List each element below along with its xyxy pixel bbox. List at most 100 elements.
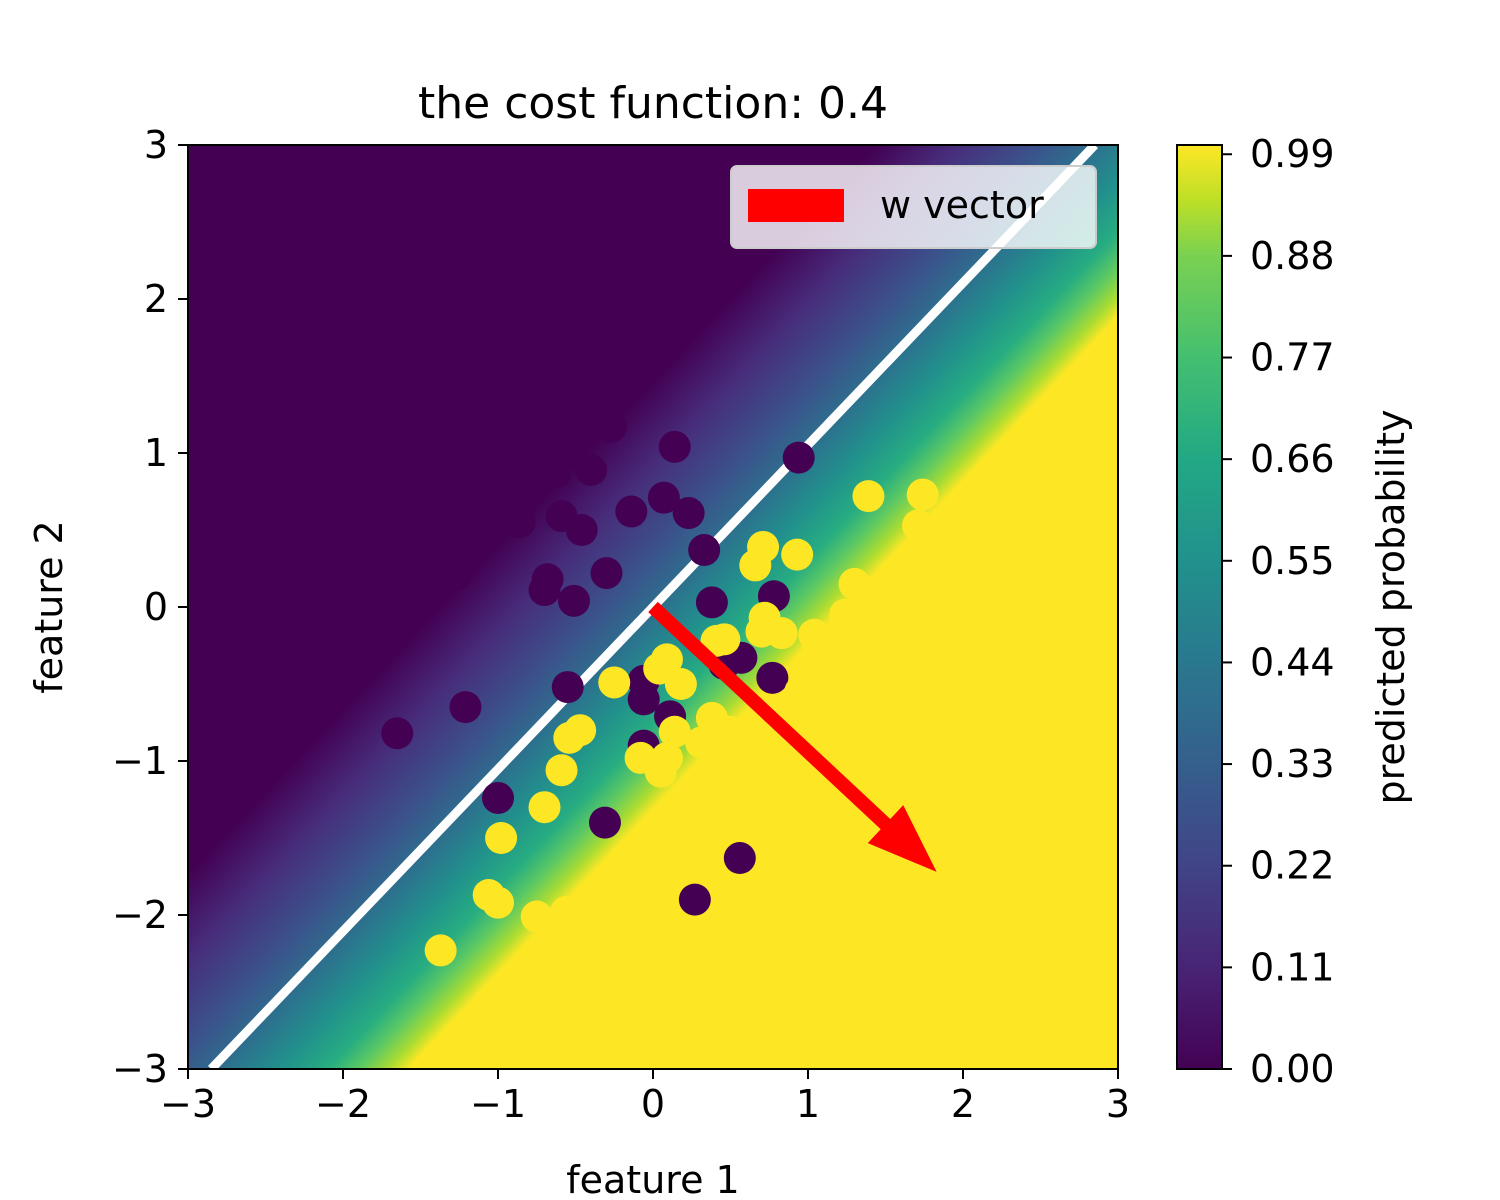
data-point-class-1 xyxy=(849,657,882,690)
data-point-class-1 xyxy=(485,822,518,854)
x-tick-label: 0 xyxy=(641,1082,665,1126)
data-point-class-0 xyxy=(381,717,414,750)
data-point-class-0 xyxy=(627,683,660,716)
colorbar-tick-label: 0.66 xyxy=(1250,437,1335,481)
data-point-class-0 xyxy=(678,883,711,916)
data-point-class-1 xyxy=(553,721,586,754)
x-tick-label: 1 xyxy=(796,1082,820,1126)
colorbar-tick-label: 0.99 xyxy=(1250,132,1335,176)
data-point-class-0 xyxy=(449,691,482,724)
data-point-class-0 xyxy=(482,781,514,814)
data-point-class-0 xyxy=(539,457,572,490)
data-point-class-1 xyxy=(700,624,733,657)
data-point-class-1 xyxy=(852,480,885,513)
data-point-class-1 xyxy=(712,715,745,748)
colorbar-tick-label: 0.88 xyxy=(1250,234,1335,278)
data-point-class-1 xyxy=(902,509,935,542)
data-point-class-0 xyxy=(672,497,705,530)
data-point-class-0 xyxy=(756,661,789,694)
y-axis-label: feature 2 xyxy=(27,520,71,693)
x-tick-label: 3 xyxy=(1106,1082,1130,1126)
data-point-class-1 xyxy=(964,550,997,583)
legend-label-w-vector: w vector xyxy=(880,183,1044,227)
data-point-class-1 xyxy=(482,886,514,919)
data-points xyxy=(345,279,1068,967)
colorbar-tick-label: 0.22 xyxy=(1250,844,1335,888)
colorbar-tick-label: 0.00 xyxy=(1250,1047,1335,1091)
data-point-class-1 xyxy=(906,478,939,511)
data-point-class-0 xyxy=(590,557,623,590)
data-point-class-0 xyxy=(528,574,561,607)
data-point-class-0 xyxy=(579,303,612,336)
data-point-class-1 xyxy=(528,791,561,824)
colorbar: 0.00 0.11 0.22 0.33 0.44 0.55 0.66 0.77 0.88 0.99… xyxy=(1176,132,1413,1091)
x-tick-label: −1 xyxy=(470,1082,526,1126)
data-point-class-1 xyxy=(898,598,931,631)
data-point-class-0 xyxy=(489,392,522,425)
w-vector-arrow xyxy=(648,601,937,872)
data-point-class-1 xyxy=(829,598,862,631)
legend: w vector xyxy=(730,165,1097,249)
y-tick-label: 1 xyxy=(144,431,168,475)
x-tick-label: −3 xyxy=(160,1082,216,1126)
data-point-class-0 xyxy=(723,842,756,875)
colorbar-tick-label: 0.77 xyxy=(1250,336,1335,380)
data-point-class-0 xyxy=(588,806,621,839)
data-point-class-1 xyxy=(988,507,1021,540)
y-axis-ticks: −3 −2 −1 0 1 2 3 xyxy=(112,123,188,1091)
data-point-class-0 xyxy=(557,584,590,617)
data-point-class-1 xyxy=(781,538,814,571)
data-point-class-0 xyxy=(658,430,691,463)
data-point-class-0 xyxy=(345,506,378,539)
colorbar-label: predicted probability xyxy=(1369,409,1413,804)
data-point-class-0 xyxy=(420,432,452,465)
data-point-class-1 xyxy=(1035,460,1068,493)
data-point-class-0 xyxy=(402,572,435,605)
data-point-class-0 xyxy=(647,481,680,514)
data-point-class-0 xyxy=(506,480,539,513)
data-point-class-0 xyxy=(551,671,584,704)
colorbar-ticks: 0.00 0.11 0.22 0.33 0.44 0.55 0.66 0.77 0.88 0.99 xyxy=(1222,132,1335,1091)
x-axis-label: feature 1 xyxy=(566,1158,739,1200)
data-point-class-1 xyxy=(545,754,578,787)
x-tick-label: −2 xyxy=(315,1082,371,1126)
data-point-class-0 xyxy=(440,558,473,591)
plot-area xyxy=(187,144,1119,1070)
data-point-class-1 xyxy=(520,900,553,933)
data-point-class-1 xyxy=(598,666,631,699)
x-axis-ticks: −3 −2 −1 0 1 2 3 xyxy=(160,1069,1130,1126)
data-point-class-0 xyxy=(429,521,462,554)
data-point-class-0 xyxy=(782,441,815,474)
legend-box xyxy=(730,165,1097,249)
y-tick-label: 2 xyxy=(144,277,168,321)
y-tick-label: −3 xyxy=(112,1047,168,1091)
data-point-class-0 xyxy=(595,410,628,443)
y-tick-label: 0 xyxy=(144,585,168,629)
data-point-class-1 xyxy=(765,617,798,650)
data-point-class-0 xyxy=(565,514,598,546)
data-point-class-0 xyxy=(503,506,536,539)
chart-title: the cost function: 0.4 xyxy=(418,78,888,129)
data-point-class-0 xyxy=(688,534,721,567)
data-point-class-1 xyxy=(739,549,772,582)
data-point-class-0 xyxy=(378,279,411,312)
data-point-class-0 xyxy=(575,453,607,486)
data-point-class-1 xyxy=(643,652,676,685)
colorbar-tick-label: 0.33 xyxy=(1250,742,1335,786)
colorbar-gradient xyxy=(1176,144,1223,1070)
data-point-class-0 xyxy=(455,432,488,465)
legend-swatch-w-vector xyxy=(748,189,844,222)
y-tick-label: 3 xyxy=(144,123,168,167)
data-point-class-1 xyxy=(685,726,718,759)
data-point-class-1 xyxy=(658,715,691,748)
data-point-class-0 xyxy=(554,366,587,399)
data-point-class-0 xyxy=(615,495,648,528)
data-point-class-0 xyxy=(435,375,468,408)
data-point-class-1 xyxy=(550,895,583,928)
colorbar-tick-label: 0.11 xyxy=(1250,945,1335,989)
data-point-class-0 xyxy=(695,586,728,619)
y-tick-label: −1 xyxy=(112,739,168,783)
data-point-class-1 xyxy=(838,567,871,600)
x-tick-label: 2 xyxy=(951,1082,975,1126)
